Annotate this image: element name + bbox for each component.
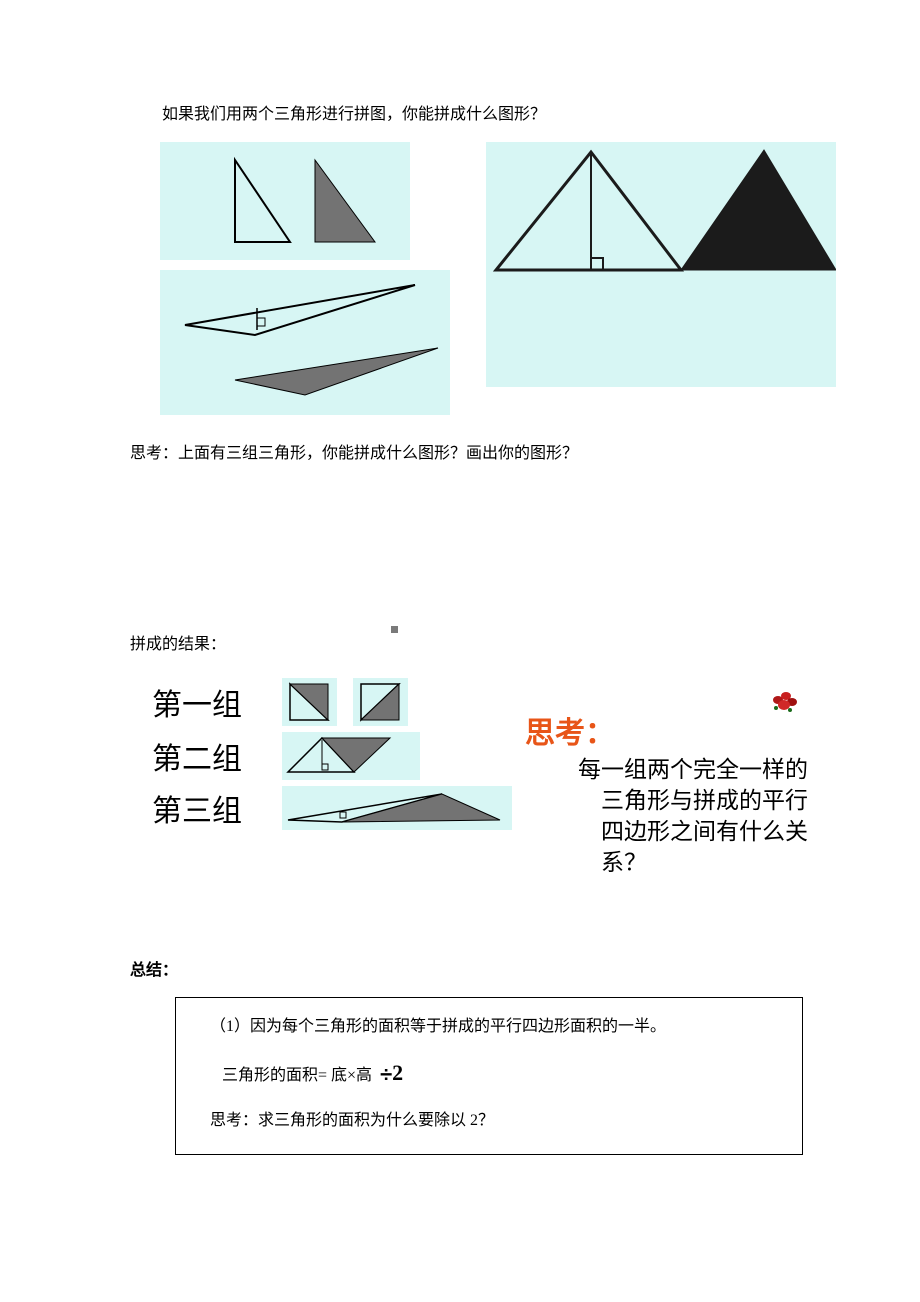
summary-heading: 总结： [130, 956, 790, 986]
flower-icon [770, 690, 800, 719]
group1-label: 第一组 [152, 680, 282, 724]
think-box: 思考： 每一组两个完全一样的三角形与拼成的平行四边形之间有什么关系？ [525, 708, 815, 878]
think-body: 每一组两个完全一样的三角形与拼成的平行四边形之间有什么关系？ [555, 754, 815, 878]
formula-div: ÷ [380, 1062, 392, 1087]
panel-obtuse-triangles [160, 270, 450, 415]
formula-two: 2 [392, 1060, 403, 1085]
summary-formula: 三角形的面积= 底×高 ÷2 [222, 1060, 784, 1088]
center-marker [391, 626, 398, 633]
result-title: 拼成的结果： [130, 630, 790, 660]
figure-row-top [130, 142, 790, 415]
panel-isoceles-triangles [486, 142, 836, 387]
summary-line3: 思考：求三角形的面积为什么要除以 2？ [194, 1106, 784, 1136]
panel-right-triangles [160, 142, 410, 260]
group3-label: 第三组 [152, 786, 282, 830]
summary-line1: （1）因为每个三角形的面积等于拼成的平行四边形面积的一半。 [194, 1012, 784, 1042]
summary-box: （1）因为每个三角形的面积等于拼成的平行四边形面积的一半。 三角形的面积= 底×… [175, 997, 803, 1156]
intro-text: 如果我们用两个三角形进行拼图，你能拼成什么图形？ [130, 100, 790, 130]
formula-prefix: 三角形的面积= 底×高 [222, 1067, 372, 1084]
question-1: 思考：上面有三组三角形，你能拼成什么图形？画出你的图形？ [130, 439, 790, 469]
group2-label: 第二组 [152, 734, 282, 778]
